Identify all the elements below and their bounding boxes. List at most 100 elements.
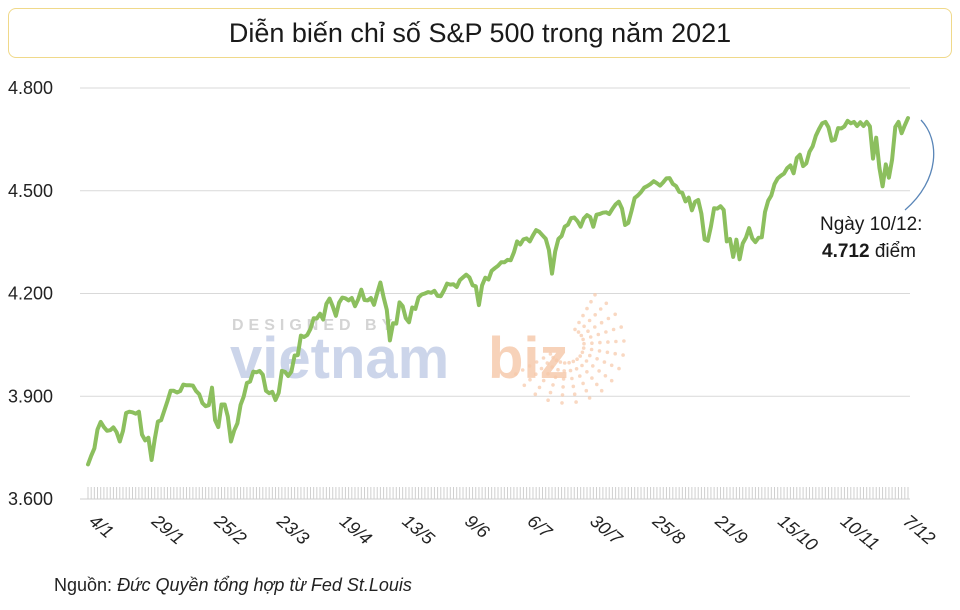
watermark-dot (580, 350, 585, 355)
y-tick-label: 3.600 (8, 489, 53, 509)
watermark-dot (599, 320, 604, 325)
watermark-dot (589, 299, 593, 304)
watermark-dot (548, 390, 553, 395)
x-tick-label: 7/12 (899, 511, 939, 549)
x-tick-label: 15/10 (774, 511, 821, 555)
watermark-dot (527, 364, 532, 368)
watermark-dot (541, 378, 546, 383)
watermark-dot (606, 316, 611, 321)
watermark-brand-main: vietnam (230, 326, 449, 391)
watermark-dot (588, 335, 593, 339)
watermark-dot (578, 354, 582, 358)
watermark-dot (622, 339, 626, 343)
x-tick-label: 29/1 (147, 510, 187, 548)
watermark-dot (593, 325, 597, 329)
watermark-dot (553, 375, 558, 380)
watermark-dot (602, 360, 607, 364)
watermark-dot (573, 327, 577, 332)
watermark-dot (587, 396, 592, 400)
watermark-dot (582, 341, 586, 346)
watermark-dot (585, 306, 589, 311)
watermark-dot (561, 385, 565, 389)
watermark-dot (575, 357, 579, 362)
watermark-dot (584, 388, 589, 393)
watermark-dot (558, 360, 563, 364)
annotation-label: Ngày 10/12: (820, 214, 923, 235)
watermark-dot (617, 366, 621, 371)
watermark-dot (611, 327, 616, 332)
watermark-dot (562, 361, 567, 365)
source-text: Đức Quyền tổng hợp từ Fed St.Louis (117, 575, 412, 595)
annotation-value-line: 4.712 điểm (822, 241, 916, 263)
watermark-dot (589, 347, 594, 352)
watermark-dot (528, 377, 532, 382)
watermark-dot (545, 361, 550, 365)
watermark-dot (567, 360, 571, 365)
x-tick-label: 6/7 (524, 511, 557, 543)
watermark-dot (585, 370, 589, 374)
watermark-dot (621, 353, 625, 357)
source-label: Nguồn: (54, 575, 113, 595)
watermark-dot (581, 381, 585, 386)
y-tick-label: 4.500 (8, 181, 53, 201)
watermark-dot (534, 372, 538, 377)
watermark-dot (514, 372, 518, 376)
watermark-dot (590, 341, 594, 346)
series-layer (86, 116, 910, 467)
series-line (86, 116, 910, 467)
watermark-dot (546, 398, 550, 403)
source-note: Nguồn: Đức Quyền tổng hợp từ Fed St.Loui… (54, 575, 412, 596)
watermark-dot (571, 359, 576, 364)
watermark-dot (560, 393, 565, 397)
x-tick-label: 23/3 (273, 510, 313, 548)
watermark-dot (562, 369, 566, 373)
watermark-dot (584, 359, 589, 363)
chart-title: Diễn biến chỉ số S&P 500 trong năm 2021 (228, 17, 732, 48)
watermark-dot (604, 301, 609, 306)
watermark-dot (541, 356, 546, 360)
watermark-dot (598, 307, 603, 311)
watermark-dot (534, 360, 539, 364)
watermark-dot (551, 383, 555, 387)
watermark-dot (587, 318, 592, 323)
watermark-dot (572, 392, 577, 397)
x-tick-label: 9/6 (461, 511, 494, 543)
watermark-dot (614, 339, 618, 344)
watermark-dot (574, 400, 578, 404)
watermark-dot (581, 313, 585, 318)
watermark-dot (576, 330, 581, 334)
watermark-dot (574, 367, 579, 371)
watermark-dot (568, 368, 573, 373)
watermark-dot (556, 367, 560, 372)
watermark-dot (537, 385, 542, 390)
watermark-dot (599, 388, 604, 393)
watermark-dot (579, 333, 584, 338)
watermark-dot (539, 366, 544, 371)
y-tick-label: 3.900 (8, 386, 53, 406)
watermark-dot (560, 401, 564, 405)
x-tick-label: 10/11 (837, 511, 883, 554)
watermark-dot (604, 330, 608, 334)
x-tick-label: 4/1 (85, 511, 117, 542)
watermark-dot (613, 312, 617, 317)
x-tick-label: 21/9 (711, 510, 751, 548)
x-tick-label: 25/2 (210, 510, 250, 548)
watermark-dot (581, 346, 586, 350)
watermark-dot (598, 340, 602, 345)
x-tick-label: 19/4 (336, 511, 376, 549)
y-tick-label: 4.800 (8, 78, 53, 98)
watermark-dot (595, 382, 599, 387)
watermark-dot (533, 392, 538, 397)
watermark-dot (613, 351, 617, 356)
watermark-dot (606, 340, 610, 344)
watermark-dot (577, 320, 581, 325)
x-tick-label: 25/8 (648, 510, 688, 548)
watermark-dot (561, 377, 566, 381)
watermark-dot (554, 358, 559, 363)
watermark-dot (581, 337, 585, 342)
watermark-brand-accent: biz (488, 326, 569, 391)
watermark-dot (551, 355, 555, 360)
watermark-dot (582, 324, 586, 329)
watermark-dot (593, 293, 597, 297)
